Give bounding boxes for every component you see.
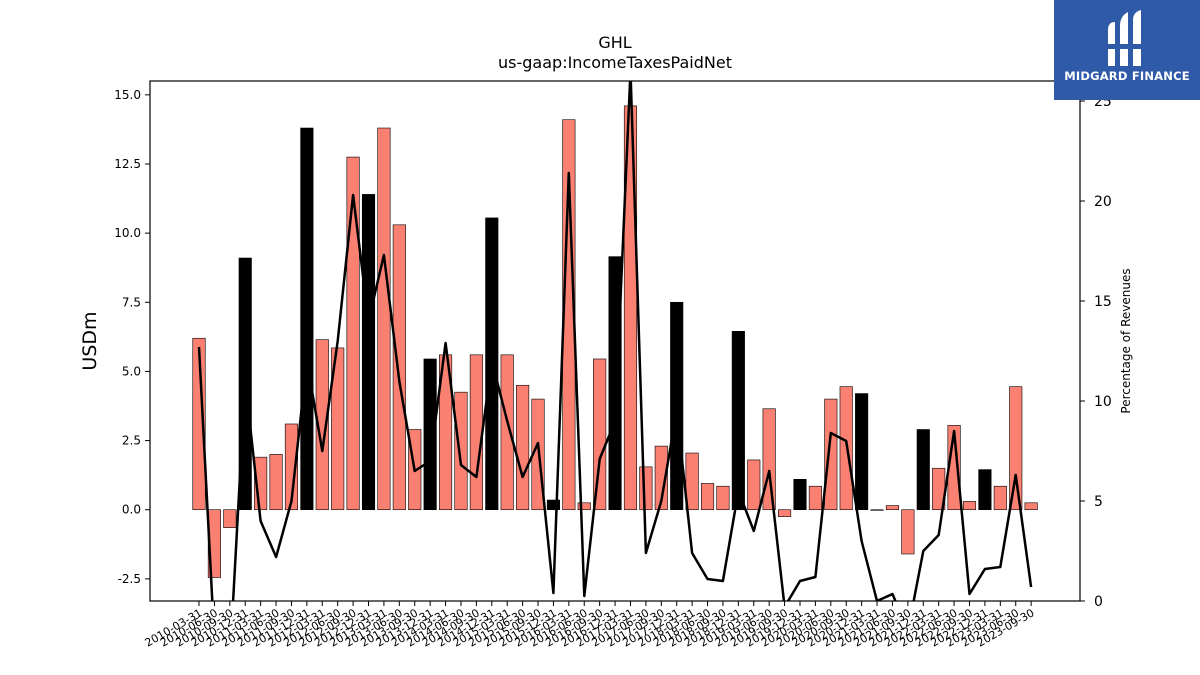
bar (500, 354, 514, 511)
y-tick-label: 7.5 (122, 295, 141, 309)
bar (454, 391, 468, 511)
x-tick-labels: 2010-03-312010-06-302010-09-302010-12-31… (143, 601, 1037, 650)
bar (593, 358, 607, 511)
bar (916, 429, 930, 511)
y-tick-label: 12.5 (114, 157, 141, 171)
bar (423, 358, 437, 511)
bar (1009, 386, 1023, 511)
bar (793, 478, 807, 511)
logo-mark-icon (1106, 10, 1144, 66)
y2-tick-label: 5 (1094, 494, 1103, 510)
y2-tick-label: 20 (1094, 194, 1112, 210)
logo-text: MIDGARD FINANCE (1064, 69, 1190, 83)
y-tick-label: 0.0 (122, 503, 141, 517)
bar (192, 337, 206, 511)
bar (392, 224, 406, 511)
y2-tick-label: 10 (1094, 394, 1112, 410)
bar (962, 501, 977, 511)
y-axis-label: USDm (79, 311, 101, 370)
bar (269, 454, 283, 511)
bar (577, 502, 591, 511)
chart-subtitle: us-gaap:IncomeTaxesPaidNet (498, 53, 732, 72)
bar (978, 469, 992, 511)
bar (300, 127, 314, 511)
bar (608, 256, 622, 511)
bar (546, 499, 560, 511)
bar (516, 384, 530, 511)
bar (685, 452, 699, 511)
bar (731, 331, 745, 511)
y2-tick-label: 0 (1094, 594, 1103, 610)
bar (377, 127, 391, 511)
bar (778, 509, 792, 517)
bar-series (192, 105, 1038, 578)
y-tick-label: 2.5 (122, 434, 141, 448)
y-tick-label: -2.5 (118, 572, 141, 586)
y2-axis-label: Percentage of Revenues (1119, 268, 1133, 413)
bar (361, 194, 376, 511)
bar (346, 156, 360, 511)
bar (654, 445, 668, 511)
bar (439, 354, 453, 511)
bar (223, 509, 237, 529)
y2-tick-label: 15 (1094, 294, 1112, 310)
bar (747, 459, 761, 511)
bar (469, 354, 483, 511)
bar (824, 398, 838, 511)
bar (284, 423, 299, 511)
bar (901, 509, 915, 555)
pct-revenues-series (197, 81, 1033, 601)
bar (885, 505, 900, 511)
logo: MIDGARD FINANCE (1054, 0, 1200, 100)
bar (315, 339, 329, 511)
y-tick-label: 5.0 (122, 364, 141, 378)
bar (716, 485, 730, 511)
chart-title: GHL (598, 33, 631, 52)
y-tick-label: 10.0 (114, 226, 141, 240)
bar (639, 466, 653, 511)
bar (870, 509, 884, 511)
bar (808, 485, 822, 511)
bar (855, 393, 869, 511)
pct-revenues-line (197, 81, 1033, 601)
bar (1024, 502, 1038, 511)
bar (670, 301, 684, 511)
bar (993, 485, 1007, 511)
bar (762, 408, 776, 511)
y-tick-label: 15.0 (114, 88, 141, 102)
bar (700, 483, 715, 511)
